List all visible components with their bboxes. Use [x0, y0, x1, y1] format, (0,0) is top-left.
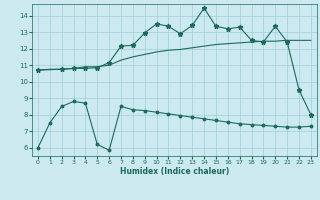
X-axis label: Humidex (Indice chaleur): Humidex (Indice chaleur): [120, 167, 229, 176]
